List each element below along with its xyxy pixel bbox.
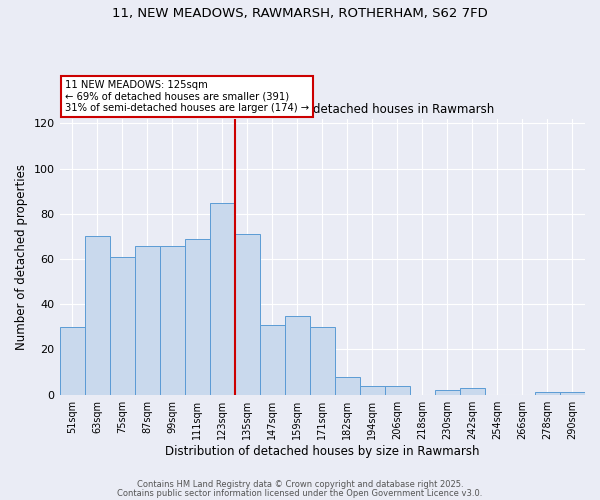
Bar: [560, 392, 585, 394]
Bar: [310, 327, 335, 394]
X-axis label: Distribution of detached houses by size in Rawmarsh: Distribution of detached houses by size …: [165, 444, 479, 458]
Bar: [134, 246, 160, 394]
Bar: [185, 238, 209, 394]
Bar: [209, 202, 235, 394]
Bar: [460, 388, 485, 394]
Bar: [385, 386, 410, 394]
Text: 11, NEW MEADOWS, RAWMARSH, ROTHERHAM, S62 7FD: 11, NEW MEADOWS, RAWMARSH, ROTHERHAM, S6…: [112, 8, 488, 20]
Bar: [335, 376, 360, 394]
Bar: [85, 236, 110, 394]
Bar: [285, 316, 310, 394]
Bar: [360, 386, 385, 394]
Bar: [260, 324, 285, 394]
Bar: [535, 392, 560, 394]
Bar: [59, 327, 85, 394]
Bar: [110, 257, 134, 394]
Title: Size of property relative to detached houses in Rawmarsh: Size of property relative to detached ho…: [151, 104, 494, 117]
Bar: [235, 234, 260, 394]
Y-axis label: Number of detached properties: Number of detached properties: [15, 164, 28, 350]
Text: 11 NEW MEADOWS: 125sqm
← 69% of detached houses are smaller (391)
31% of semi-de: 11 NEW MEADOWS: 125sqm ← 69% of detached…: [65, 80, 308, 114]
Bar: [160, 246, 185, 394]
Text: Contains public sector information licensed under the Open Government Licence v3: Contains public sector information licen…: [118, 489, 482, 498]
Bar: [435, 390, 460, 394]
Text: Contains HM Land Registry data © Crown copyright and database right 2025.: Contains HM Land Registry data © Crown c…: [137, 480, 463, 489]
